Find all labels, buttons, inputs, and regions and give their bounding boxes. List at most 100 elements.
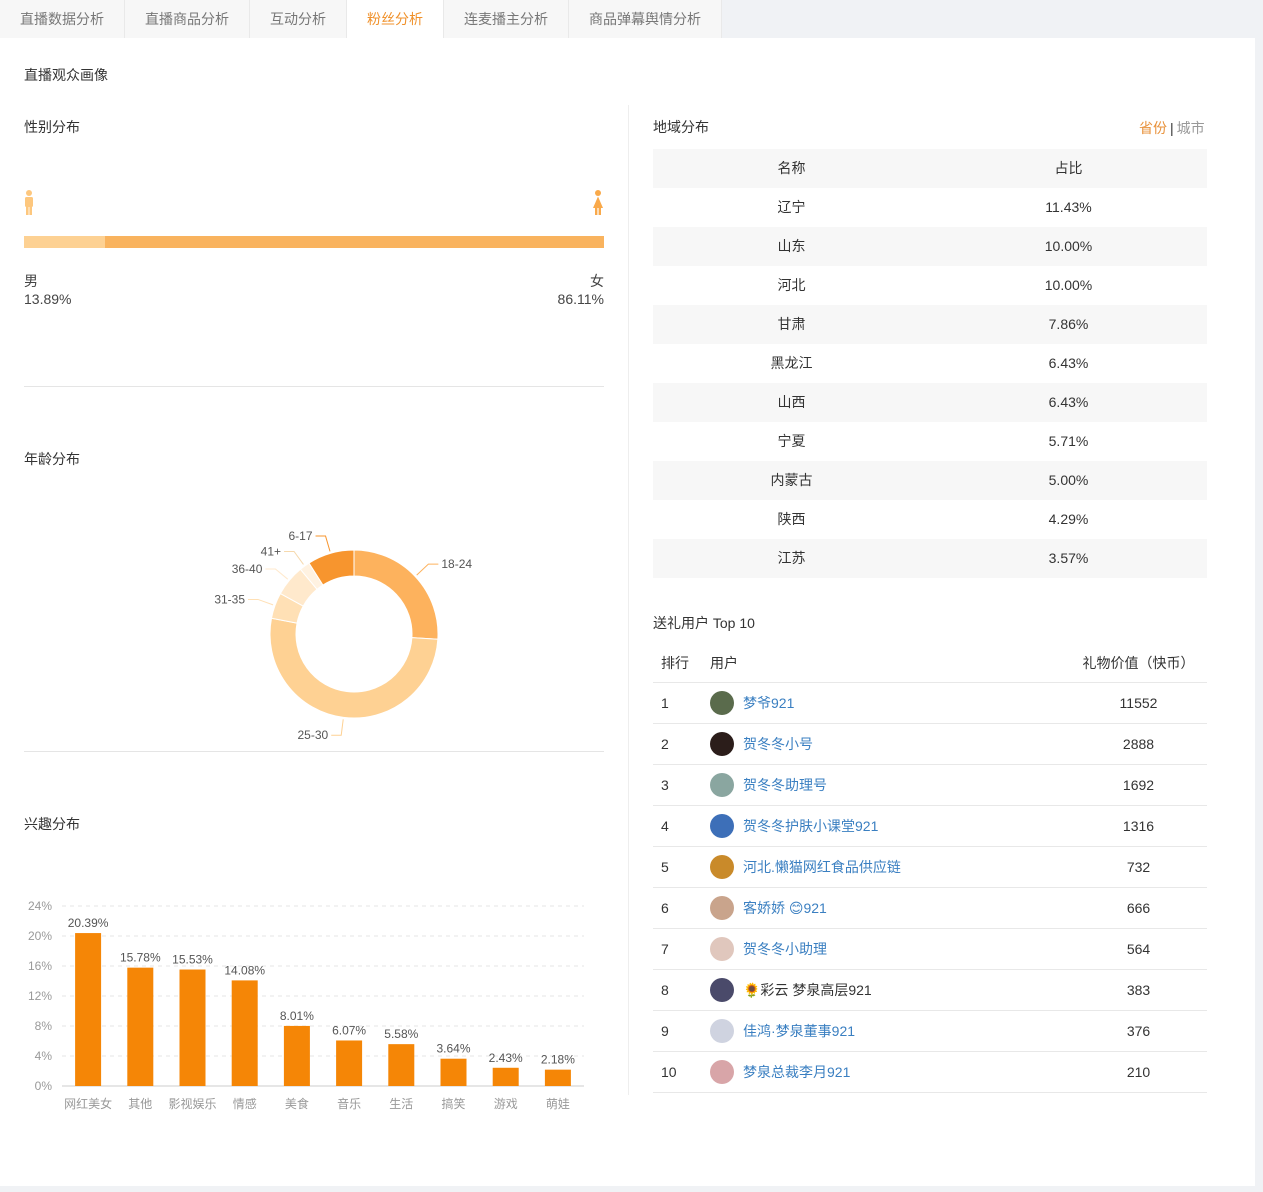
gender-title: 性别分布 [24,119,80,135]
region-name: 辽宁 [777,199,806,215]
y-tick-label: 4% [35,1049,53,1063]
gift-value: 666 [1126,900,1151,916]
male-icon [23,190,35,216]
tab-fans[interactable]: 粉丝分析 [347,0,444,38]
bar-value-label: 20.39% [68,916,109,930]
region-row: 山东 10.00% [653,227,1207,266]
avatar[interactable] [710,773,734,797]
gift-user: 贺冬冬小号 [710,732,1070,756]
female-icon [592,190,604,216]
avatar[interactable] [710,896,734,920]
avatar[interactable] [710,691,734,715]
gift-rank: 7 [661,941,669,957]
region-share: 6.43% [1048,355,1089,371]
region-share: 6.43% [1048,394,1089,410]
user-name-link[interactable]: 梦泉总裁李月921 [743,1064,851,1080]
region-name: 内蒙古 [770,472,813,488]
page-title: 直播观众画像 [24,67,108,83]
gift-row: 1 梦爷921 11552 [653,683,1207,724]
region-row: 江苏 3.57% [653,539,1207,578]
gift-rank: 2 [661,736,669,752]
user-name-link[interactable]: 贺冬冬助理号 [743,777,827,793]
gift-user: 河北.懒猫网红食品供应链 [710,855,1070,879]
region-row: 黑龙江 6.43% [653,344,1207,383]
interest-bar [179,969,206,1086]
avatar[interactable] [710,937,734,961]
gift-user: 梦泉总裁李月921 [710,1060,1070,1084]
x-tick-label: 搞笑 [441,1096,465,1111]
avatar[interactable] [710,1060,734,1084]
region-name: 山东 [777,238,806,254]
x-tick-label: 音乐 [337,1096,361,1111]
region-title: 地域分布 [653,119,709,135]
gift-user: 贺冬冬助理号 [710,773,1070,797]
bar-value-label: 2.18% [541,1053,575,1067]
region-row: 宁夏 5.71% [653,422,1207,461]
gift-row: 5 河北.懒猫网红食品供应链 732 [653,847,1207,888]
region-row: 陕西 4.29% [653,500,1207,539]
user-name-link[interactable]: 贺冬冬小助理 [743,941,827,957]
region-row: 山西 6.43% [653,383,1207,422]
x-tick-label: 美食 [285,1096,309,1111]
bar-value-label: 6.07% [332,1023,366,1037]
interest-bar [336,1040,363,1086]
gift-row: 9 佳鸿·梦泉董事921 376 [653,1011,1207,1052]
header-gift-value: 礼物价值（快币） [1082,655,1195,671]
age-label-line [284,550,304,565]
user-name-link[interactable]: 梦爷921 [743,695,795,711]
tab-live-products[interactable]: 直播商品分析 [125,0,250,38]
user-name-link[interactable]: 河北.懒猫网红食品供应链 [743,859,901,875]
y-tick-label: 20% [28,929,52,943]
region-row: 辽宁 11.43% [653,188,1207,227]
age-slice [353,549,439,640]
gift-rank: 3 [661,777,669,793]
y-tick-label: 0% [35,1079,53,1093]
gift-row: 2 贺冬冬小号 2888 [653,724,1207,765]
gift-value: 383 [1126,982,1151,998]
avatar[interactable] [710,732,734,756]
header-name: 名称 [777,160,806,176]
avatar[interactable] [710,978,734,1002]
age-slice-label: 41+ [261,544,281,558]
tab-co-host[interactable]: 连麦播主分析 [444,0,569,38]
avatar[interactable] [710,855,734,879]
region-share: 5.00% [1048,472,1089,488]
avatar[interactable] [710,1019,734,1043]
toggle-province[interactable]: 省份 [1139,120,1167,136]
age-label-line [331,719,344,736]
user-name-link[interactable]: 佳鸿·梦泉董事921 [743,1023,856,1039]
toggle-separator: | [1170,120,1174,136]
user-name-link[interactable]: 客娇娇 😊921 [743,900,827,916]
toggle-city[interactable]: 城市 [1176,120,1205,136]
interest-bar [544,1069,571,1086]
avatar[interactable] [710,814,734,838]
region-share: 3.57% [1048,550,1089,566]
user-name-link[interactable]: 🌻彩云 梦泉高层921 [743,982,872,998]
gift-value: 11552 [1119,695,1158,711]
age-slice [308,549,355,586]
header-user: 用户 [710,655,738,671]
user-name-link[interactable]: 贺冬冬护肤小课堂921 [743,818,879,834]
tab-danmaku-sentiment[interactable]: 商品弹幕舆情分析 [569,0,722,38]
gift-row: 7 贺冬冬小助理 564 [653,929,1207,970]
tab-interaction[interactable]: 互动分析 [250,0,347,38]
header-share: 占比 [1054,160,1083,176]
x-tick-label: 情感 [233,1096,257,1111]
region-row: 河北 10.00% [653,266,1207,305]
region-share: 7.86% [1048,316,1089,332]
gift-rank: 8 [661,982,669,998]
age-label-line [265,568,289,580]
age-slice [269,617,439,719]
region-name: 河北 [777,277,806,293]
x-tick-label: 网红美女 [64,1096,112,1111]
region-share: 4.29% [1048,511,1089,527]
tab-live-data[interactable]: 直播数据分析 [0,0,125,38]
gift-row: 3 贺冬冬助理号 1692 [653,765,1207,806]
bar-value-label: 8.01% [280,1009,314,1023]
y-tick-label: 8% [35,1019,53,1033]
gift-row: 6 客娇娇 😊921 666 [653,888,1207,929]
user-name-link[interactable]: 贺冬冬小号 [743,736,813,752]
interest-bar [231,980,258,1086]
region-share: 10.00% [1044,238,1093,254]
gift-value: 2888 [1122,736,1155,752]
